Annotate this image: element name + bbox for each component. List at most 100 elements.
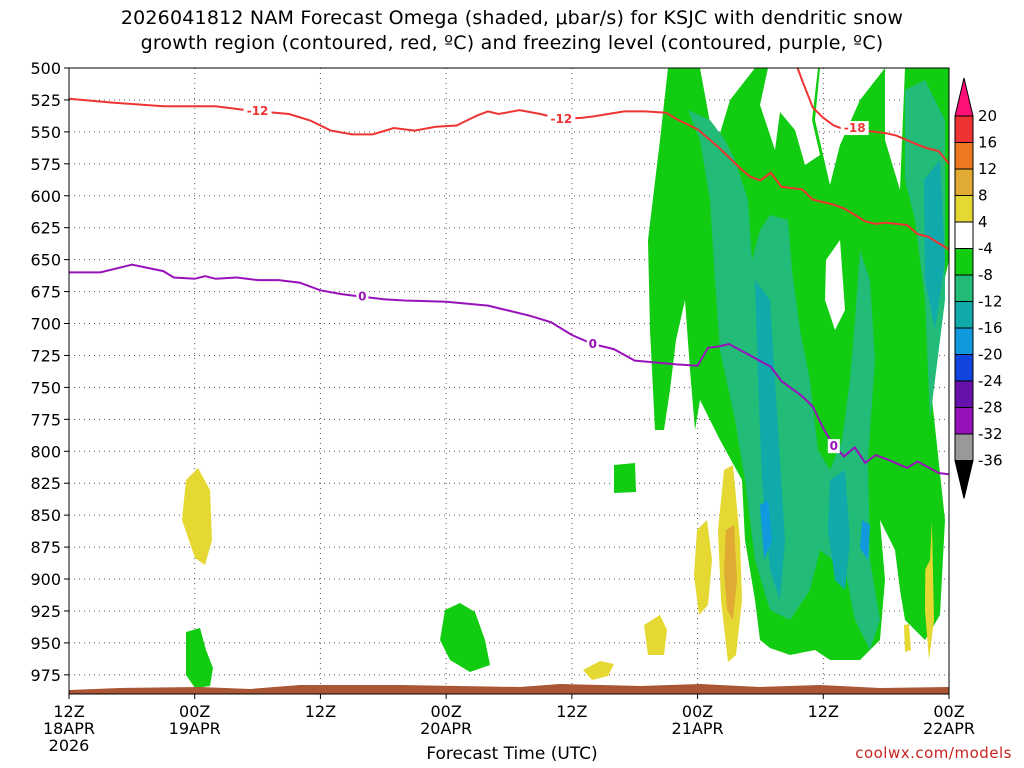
omega-region <box>828 470 850 590</box>
y-tick-label: 575 <box>30 155 61 174</box>
colorbar-swatch <box>954 221 974 249</box>
colorbar-label: -16 <box>978 319 1003 337</box>
omega-region <box>583 661 614 680</box>
colorbar-label: 20 <box>978 107 997 125</box>
omega-region <box>440 603 490 672</box>
y-tick-label: 800 <box>30 442 61 461</box>
y-tick-label: 625 <box>30 219 61 238</box>
chart-title: 2026041812 NAM Forecast Omega (shaded, μ… <box>0 6 1024 56</box>
colorbar-label: 12 <box>978 160 997 178</box>
plot-frame <box>68 67 950 695</box>
contour-group <box>69 97 949 251</box>
colorbar-label: -20 <box>978 346 1003 364</box>
x-tick-label: 00Z <box>682 702 713 721</box>
x-tick-label: 12Z <box>556 702 587 721</box>
omega-region <box>186 628 213 688</box>
omega-shading <box>182 68 949 688</box>
omega-region <box>760 68 820 165</box>
y-tick-label: 950 <box>30 634 61 653</box>
contour-line <box>69 97 949 251</box>
colorbar-label: -4 <box>978 240 993 258</box>
colorbar-swatch <box>954 433 974 461</box>
y-tick-label: 900 <box>30 570 61 589</box>
omega-region <box>908 380 935 590</box>
x-tick-label: 2026 <box>49 736 90 755</box>
colorbar-swatch <box>954 301 974 329</box>
contour-label: 0 <box>358 290 366 304</box>
x-tick-label: 19APR <box>169 719 221 738</box>
chart-title-line-1: 2026041812 NAM Forecast Omega (shaded, μ… <box>120 7 904 29</box>
contour-label-bg <box>243 104 272 119</box>
omega-region <box>694 520 712 615</box>
colorbar-label: -12 <box>978 293 1003 311</box>
contour-label: -12 <box>247 104 269 118</box>
omega-region <box>924 160 945 330</box>
x-tick-label: 00Z <box>179 702 210 721</box>
y-tick-label: 525 <box>30 91 61 110</box>
colorbar-label: 8 <box>978 187 988 205</box>
x-tick-label: 12Z <box>305 702 336 721</box>
x-tick-label: 22APR <box>923 719 975 738</box>
x-tick-label: 21APR <box>672 719 724 738</box>
omega-region <box>755 280 785 600</box>
y-tick-label: 925 <box>30 602 61 621</box>
x-tick-label: 12Z <box>808 702 839 721</box>
omega-region <box>614 463 636 493</box>
y-tick-label: 600 <box>30 187 61 206</box>
y-tick-label: 975 <box>30 666 61 685</box>
colorbar-label: 16 <box>978 134 997 152</box>
x-tick-label: 18APR <box>43 719 95 738</box>
chart-title-line-2: growth region (contoured, red, ºC) and f… <box>140 32 884 54</box>
y-tick-label: 875 <box>30 538 61 557</box>
contour-label-bg <box>356 289 369 304</box>
y-tick-label: 750 <box>30 378 61 397</box>
omega-region <box>825 240 845 330</box>
x-tick-label: 20APR <box>420 719 472 738</box>
contour-label-bg <box>827 439 840 454</box>
y-tick-label: 775 <box>30 410 61 429</box>
colorbar-label: -32 <box>978 425 1003 443</box>
colorbar-label: -24 <box>978 372 1003 390</box>
omega-region <box>904 624 911 652</box>
contour-label-bg <box>586 336 599 351</box>
y-tick-label: 550 <box>30 123 61 142</box>
omega-region <box>760 500 772 560</box>
y-tick-label: 500 <box>30 59 61 78</box>
omega-region <box>644 615 667 655</box>
contour-line <box>69 263 949 476</box>
colorbar: 20 16 12 8 4 -4 -8 -12 -16 -20 -24 -28 -32 -36 <box>954 77 1003 499</box>
colorbar-swatch <box>954 274 974 302</box>
colorbar-label: 4 <box>978 213 988 231</box>
y-tick-label: 700 <box>30 315 61 334</box>
colorbar-swatch <box>954 407 974 435</box>
contour-label: -18 <box>844 121 866 135</box>
x-axis-label: Forecast Time (UTC) <box>426 744 598 764</box>
axes: 500 525 550 575 600 625 650 675 700 725 750 775 800 8… <box>30 59 975 755</box>
y-tick-label: 725 <box>30 346 61 365</box>
temperature-contours: -12 -12 -18 0 0 0 <box>69 68 949 476</box>
omega-region <box>724 525 737 620</box>
y-tick-label: 850 <box>30 506 61 525</box>
colorbar-swatch <box>954 248 974 276</box>
x-tick-label: 00Z <box>933 702 964 721</box>
y-tick-label: 675 <box>30 283 61 302</box>
contour-label: 0 <box>830 439 838 453</box>
colorbar-swatch <box>954 168 974 196</box>
contour-label-bg <box>840 121 869 136</box>
colorbar-swatch <box>954 195 974 223</box>
contour-label-bg <box>547 112 576 127</box>
colorbar-swatch <box>954 327 974 355</box>
colorbar-label: -8 <box>978 266 993 284</box>
colorbar-swatch <box>954 77 974 117</box>
colorbar-label: -36 <box>978 452 1003 470</box>
credit-text: coolwx.com/models <box>855 744 1012 762</box>
colorbar-swatch <box>954 142 974 170</box>
colorbar-swatch <box>954 354 974 382</box>
contour-group <box>69 263 949 476</box>
colorbar-swatch <box>954 115 974 143</box>
contour-label: 0 <box>589 337 597 351</box>
contour-label: -12 <box>551 112 573 126</box>
colorbar-swatch <box>954 380 974 408</box>
omega-region <box>182 468 212 565</box>
